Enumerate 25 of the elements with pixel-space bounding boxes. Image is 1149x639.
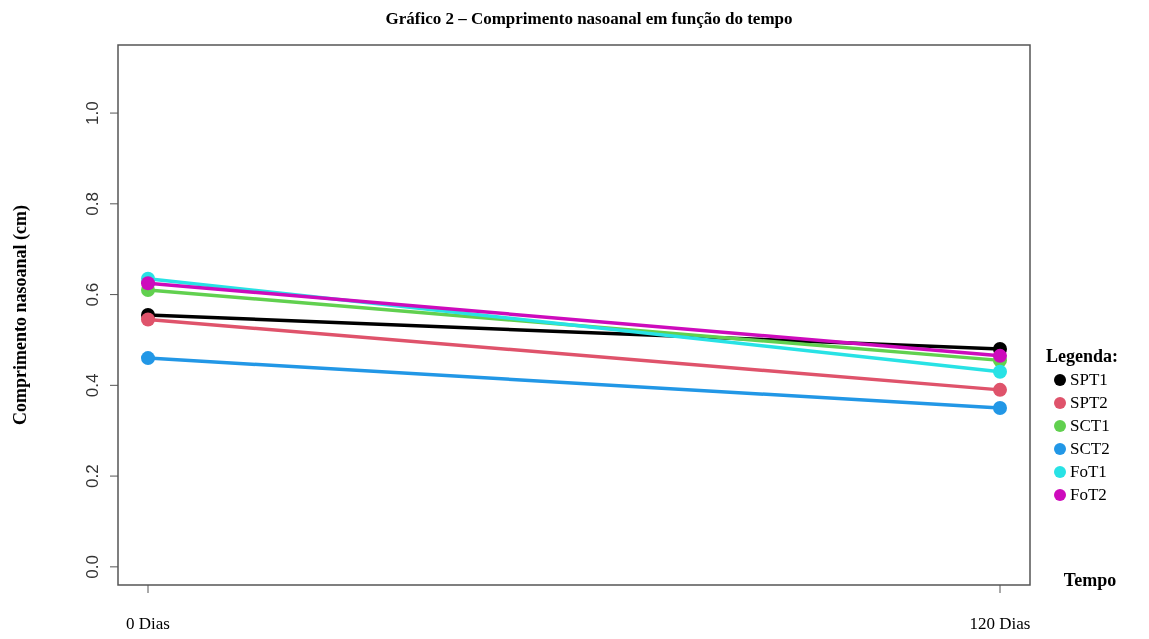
y-tick-label: 0.8 (83, 192, 102, 216)
legend-label: SCT2 (1070, 439, 1110, 458)
legend-label: FoT1 (1070, 462, 1107, 481)
legend-label: FoT2 (1070, 485, 1107, 504)
point (141, 312, 155, 327)
legend-label: SPT2 (1070, 393, 1108, 412)
point (141, 276, 155, 291)
legend-label: SPT1 (1070, 370, 1108, 389)
chart-title: Gráfico 2 – Comprimento nasoanal em função do tempo (385, 9, 793, 28)
x-tick-label: 120 Dias (969, 614, 1031, 633)
y-tick-label: 1.0 (83, 101, 102, 125)
y-axis-title: Comprimento nasoanal (cm) (10, 205, 31, 425)
point (993, 382, 1007, 397)
legend-title: Legenda: (1046, 346, 1118, 366)
y-tick-label: 0.2 (83, 464, 102, 488)
point (993, 348, 1007, 363)
point (141, 351, 155, 366)
legend-label: SCT1 (1070, 416, 1110, 435)
y-tick-label: 0.4 (83, 373, 102, 398)
x-axis-title: Tempo (1063, 570, 1117, 590)
x-tick-label: 0 Dias (126, 614, 170, 633)
point (993, 401, 1007, 416)
point (993, 364, 1007, 379)
y-tick-label: 0.6 (83, 282, 102, 307)
y-tick-label: 0.0 (83, 555, 102, 579)
